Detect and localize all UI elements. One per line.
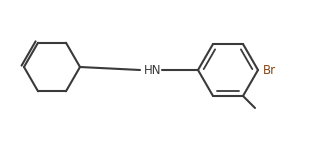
Text: Br: Br (263, 64, 276, 77)
Text: HN: HN (144, 64, 162, 77)
